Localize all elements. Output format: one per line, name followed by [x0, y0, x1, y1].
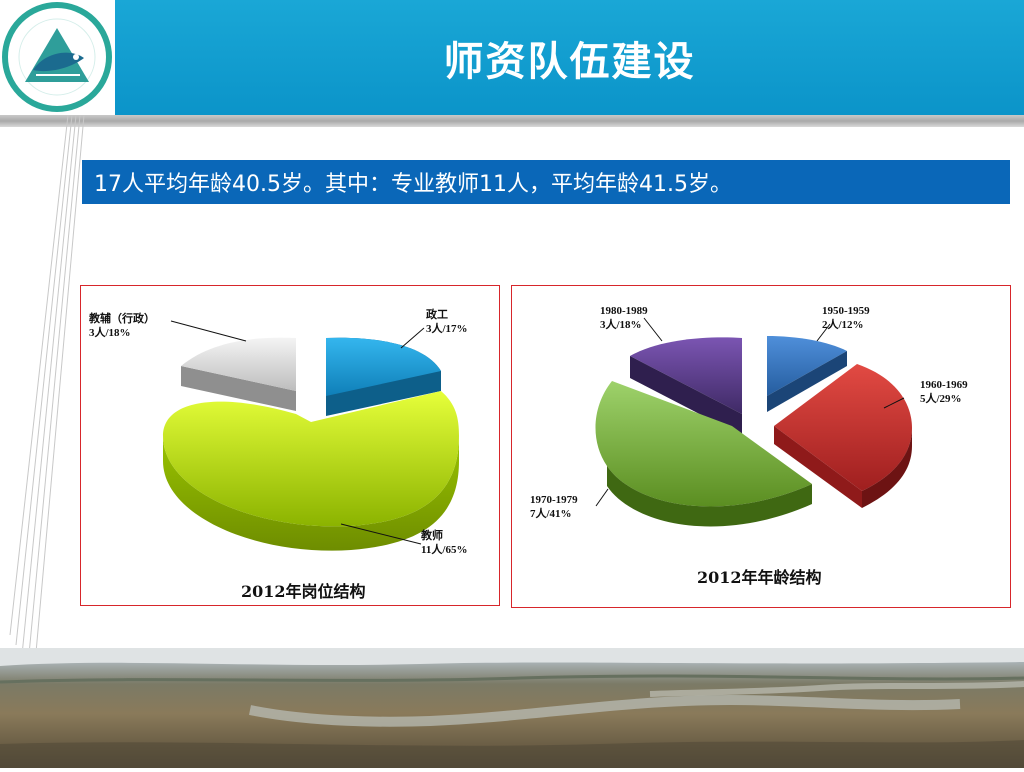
college-logo: [0, 0, 115, 115]
landscape-photo: [0, 648, 1024, 768]
page-title: 师资队伍建设: [443, 38, 696, 85]
slice-political: [326, 337, 441, 416]
slice-1960-1969: [774, 364, 912, 508]
header-divider: [0, 115, 1024, 127]
slice-1950-1959: [767, 336, 847, 412]
decorative-lines: [9, 115, 85, 676]
label-political: 政工 3人/17%: [426, 309, 468, 335]
right-chart-title: 2012年年龄结构: [697, 568, 822, 587]
label-teachers: 教师 11人/65%: [421, 530, 468, 556]
position-pie-svg: [163, 320, 459, 551]
label-1950-1959: 1950-1959 2人/12%: [822, 305, 870, 331]
header-band: [115, 0, 1024, 115]
landscape-photo-detail: [0, 648, 1024, 768]
label-admin: 教辅（行政） 3人/18%: [89, 313, 155, 339]
college-logo-emblem: [2, 2, 112, 112]
left-chart-title: 2012年岗位结构: [241, 582, 366, 601]
slice-teachers: [163, 391, 459, 551]
slice-admin: [181, 337, 296, 411]
label-1960-1969: 1960-1969 5人/29%: [920, 379, 968, 405]
label-1970-1979: 1970-1979 7人/41%: [530, 494, 578, 520]
slice-1970-1979: [595, 381, 812, 527]
age-pie-svg: [595, 317, 912, 527]
position-structure-chart: 教辅（行政） 3人/18% 政工 3人/17% 教师 11人/65% 2012年…: [80, 285, 500, 606]
slice-1980-1989: [630, 337, 742, 436]
age-structure-chart: 1980-1989 3人/18% 1950-1959 2人/12% 1960-1…: [511, 285, 1011, 608]
label-1980-1989: 1980-1989 3人/18%: [600, 305, 648, 331]
summary-bar: 17人平均年龄40.5岁。其中：专业教师11人，平均年龄41.5岁。: [82, 160, 1010, 204]
